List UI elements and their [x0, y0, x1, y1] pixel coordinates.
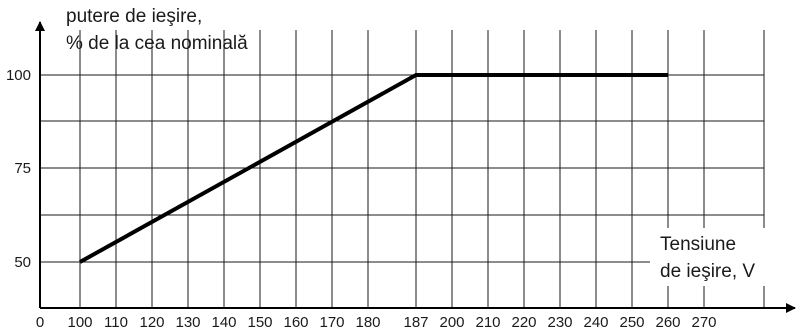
labels: 0 100 110 120 130 140 150 160 170 180 187 200 210 220… — [6, 6, 755, 331]
x-tick-label: 130 — [175, 314, 200, 331]
x-tick-label: 160 — [283, 314, 308, 331]
x-tick-label: 220 — [511, 314, 536, 331]
x-tick-label: 170 — [319, 314, 344, 331]
x-axis-title: Tensiune — [660, 234, 736, 255]
y-tick-label: 75 — [14, 160, 31, 177]
x-tick-label: 270 — [691, 314, 716, 331]
x-tick-label: 250 — [619, 314, 644, 331]
x-tick-label: 210 — [475, 314, 500, 331]
x-tick-label: 140 — [211, 314, 236, 331]
x-axis-title: de ieşire, V — [660, 261, 755, 282]
x-tick-label: 110 — [104, 314, 128, 331]
y-axis-title: putere de ieşire, — [66, 6, 202, 27]
y-tick-label: 100 — [6, 67, 31, 84]
y-tick-label: 50 — [14, 254, 31, 271]
data-series-line — [79, 73, 668, 264]
x-tick-label: 260 — [655, 314, 680, 331]
x-tick-label: 100 — [67, 314, 92, 331]
x-tick-label: 120 — [139, 314, 164, 331]
x-tick-label: 187 — [403, 314, 428, 331]
y-axis-title: % de la cea nominală — [66, 33, 248, 54]
series-layer — [79, 73, 668, 264]
x-tick-label: 230 — [547, 314, 572, 331]
axes — [35, 21, 796, 313]
x-tick-label: 180 — [355, 314, 380, 331]
x-tick-label: 200 — [439, 314, 464, 331]
x-tick-label: 0 — [36, 314, 44, 331]
x-tick-label: 150 — [247, 314, 272, 331]
x-tick-label: 240 — [583, 314, 608, 331]
xlabel-background — [650, 228, 770, 286]
